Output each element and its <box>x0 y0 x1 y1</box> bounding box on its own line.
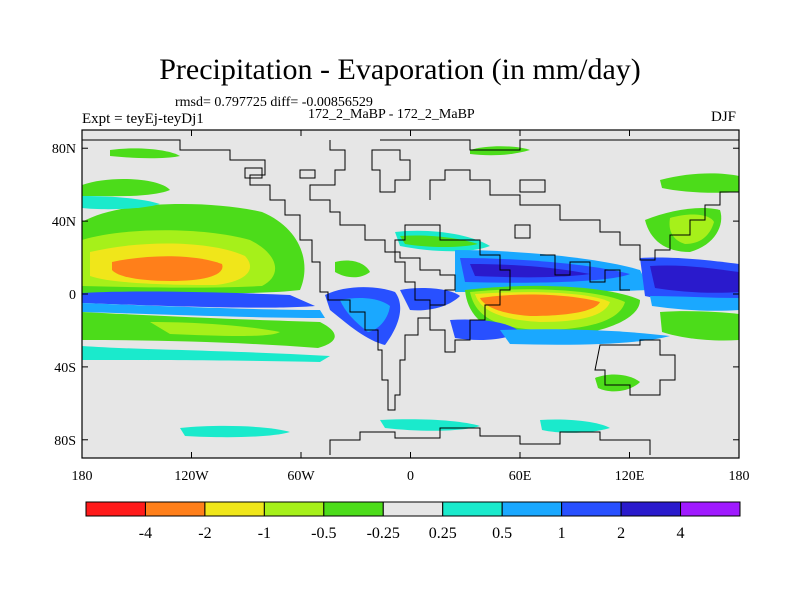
coastline-antarctica <box>82 427 651 458</box>
colorbar-label: 2 <box>617 525 625 542</box>
contour-wp-lightgreen <box>669 214 714 244</box>
colorbar: -4 -2 -1 -0.5 -0.25 0.25 0.5 1 2 4 <box>85 501 741 542</box>
contour-na-cyan <box>82 196 160 210</box>
y-tick-label: 40S <box>54 361 76 376</box>
contour-atlantic-green <box>400 235 478 247</box>
coastline-greenland <box>371 149 411 193</box>
x-tick-label: 60W <box>287 469 315 484</box>
x-tick-label: 60E <box>509 469 532 484</box>
colorbar-swatch <box>442 501 503 517</box>
coastlines <box>82 139 739 458</box>
x-tick-label: 0 <box>407 469 414 484</box>
axis-ticks: 180 120W 60W 0 60E 120E 180 80N 40N 0 40S 80S <box>52 130 750 484</box>
y-tick-label: 40N <box>52 215 76 230</box>
colorbar-swatch <box>680 501 741 517</box>
coastline-india-seasia <box>540 254 630 291</box>
y-tick-label: 80S <box>54 434 76 449</box>
contour-wp-violet <box>650 265 739 293</box>
experiment-label: Expt = teyEj-teyDj1 <box>82 111 204 127</box>
y-tick-label: 80N <box>52 142 76 157</box>
colorbar-label: 4 <box>677 525 685 542</box>
contour-so-cyan3 <box>540 419 610 433</box>
contour-wp-cyan <box>650 296 739 311</box>
contour-so-cyan <box>180 425 290 438</box>
contour-itcz-blue <box>82 291 315 308</box>
contour-arctic-green <box>110 148 180 159</box>
contour-sa-green <box>335 260 370 278</box>
contour-itcz-cyan <box>82 303 325 318</box>
colorbar-label: -0.5 <box>311 525 336 542</box>
coastline-americas <box>82 139 456 411</box>
colorbar-swatch <box>561 501 622 517</box>
contour-pacific-north-orange <box>112 256 223 281</box>
colorbar-label: -4 <box>139 525 152 542</box>
coastline-islands <box>244 167 546 239</box>
comparison-label: 172_2_MaBP - 172_2_MaBP <box>308 107 475 122</box>
contour-na-green <box>82 178 170 197</box>
contour-pacific-south-lightgreen <box>150 322 280 336</box>
x-tick-label: 120W <box>174 469 209 484</box>
colorbar-swatch <box>144 501 206 517</box>
coastline-africa <box>394 224 511 353</box>
x-tick-label: 120E <box>615 469 645 484</box>
colorbar-label: -2 <box>198 525 211 542</box>
colorbar-label: 0.25 <box>429 525 457 542</box>
coastline-australia <box>594 339 676 396</box>
rmsd-diff-stats: rmsd= 0.797725 diff= -0.00856529 <box>175 95 373 110</box>
x-tick-label: 180 <box>72 469 93 484</box>
colorbar-swatch <box>382 501 444 517</box>
colorbar-swatch <box>620 501 682 517</box>
colorbar-label: -1 <box>258 525 271 542</box>
coastline-eurasia <box>380 139 739 261</box>
colorbar-label: -0.25 <box>367 525 400 542</box>
contour-np-green <box>660 173 739 193</box>
colorbar-label: 1 <box>558 525 566 542</box>
colorbar-label: 0.5 <box>492 525 512 542</box>
contour-io-cyan-south <box>500 329 670 345</box>
contour-pacific-south-cyan <box>82 346 330 362</box>
colorbar-swatch <box>501 501 563 517</box>
contour-io-blue-south <box>450 319 520 340</box>
colorbar-swatch <box>263 501 325 517</box>
plot-title: Precipitation - Evaporation (in mm/day) <box>159 53 641 86</box>
colorbar-swatch <box>323 501 384 517</box>
y-tick-label: 0 <box>69 288 76 303</box>
colorbar-swatch <box>85 501 146 517</box>
contour-wp-south-green <box>660 311 739 341</box>
contour-arctic-green2 <box>470 146 530 156</box>
map-panel: 180 120W 60W 0 60E 120E 180 80N 40N 0 40S 80S <box>52 129 750 484</box>
season-label: DJF <box>711 109 737 125</box>
colorbar-swatch <box>204 501 265 517</box>
contour-io-orange <box>480 294 600 316</box>
x-tick-label: 180 <box>729 469 750 484</box>
contour-field <box>82 146 739 438</box>
contour-aus-green <box>595 374 640 392</box>
